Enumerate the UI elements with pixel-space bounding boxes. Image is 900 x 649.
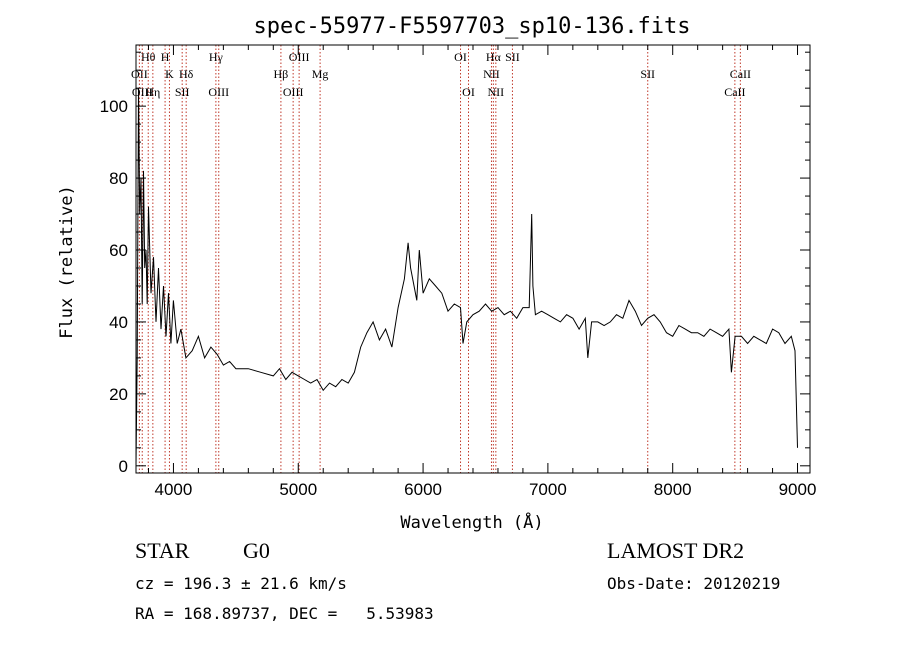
spectrum-line (135, 88, 798, 466)
spectral-line-label: NII (488, 85, 505, 99)
spectrum-series (135, 88, 798, 466)
y-tick-label: 40 (109, 313, 128, 332)
spectral-line-label: NII (483, 67, 500, 81)
spectrum-plot: spec-55977-F5597703_sp10-136.fits Hθ OII O… (57, 14, 817, 533)
y-tick-label: 60 (109, 241, 128, 260)
y-tick-label: 100 (100, 97, 128, 116)
spectral-line-label: Hη (145, 85, 160, 99)
x-tick-label: 4000 (155, 480, 193, 499)
spectral-line-label: SII (505, 50, 520, 64)
coordinates: RA = 168.89737, DEC = 5.53983 (135, 604, 434, 623)
spectral-line-label: SII (175, 85, 190, 99)
survey-name: LAMOST DR2 (607, 538, 745, 563)
spectral-line-label: Hα (486, 50, 502, 64)
y-tick-label: 0 (119, 457, 128, 476)
spectral-line-label: CaII (730, 67, 751, 81)
object-subclass: G0 (243, 538, 270, 563)
redshift-cz: cz = 196.3 ± 21.6 km/s (135, 574, 347, 593)
y-axis-label: Flux (relative) (57, 185, 77, 339)
spectral-line-label: OI (462, 85, 475, 99)
spectral-line-label: CaII (724, 85, 745, 99)
y-tick-label: 20 (109, 385, 128, 404)
x-tick-label: 5000 (279, 480, 317, 499)
object-class: STAR (135, 538, 190, 563)
axis-ticks: 4000 5000 6000 7000 8000 9000 0 20 40 60 80 100 (100, 45, 817, 499)
obs-date: Obs-Date: 20120219 (607, 574, 781, 593)
spectral-line-label: Hγ (209, 50, 224, 64)
spectral-line-label: OIII (289, 50, 310, 64)
plot-frame (135, 44, 811, 474)
spectral-line-label: SII (640, 67, 655, 81)
x-axis-label: Wavelength (Å) (400, 511, 543, 533)
spectral-line-label: Mg (312, 67, 329, 81)
spectral-line-label: OII (131, 67, 148, 81)
spectral-line-label: Hδ (179, 67, 194, 81)
spectral-line-label: K (165, 67, 174, 81)
x-tick-label: 8000 (654, 480, 692, 499)
spectral-line-label: OI (454, 50, 467, 64)
spectral-line-label: Hθ (141, 50, 156, 64)
x-tick-label: 9000 (779, 480, 817, 499)
spectral-line-label: Hβ (274, 67, 289, 81)
spectral-line-label: OIII (283, 85, 304, 99)
x-tick-label: 6000 (404, 480, 442, 499)
y-tick-label: 80 (109, 169, 128, 188)
x-tick-label: 7000 (529, 480, 567, 499)
chart-title: spec-55977-F5597703_sp10-136.fits (253, 14, 690, 39)
spectral-line-label: OIII (208, 85, 229, 99)
spectral-line-label: H (161, 50, 170, 64)
